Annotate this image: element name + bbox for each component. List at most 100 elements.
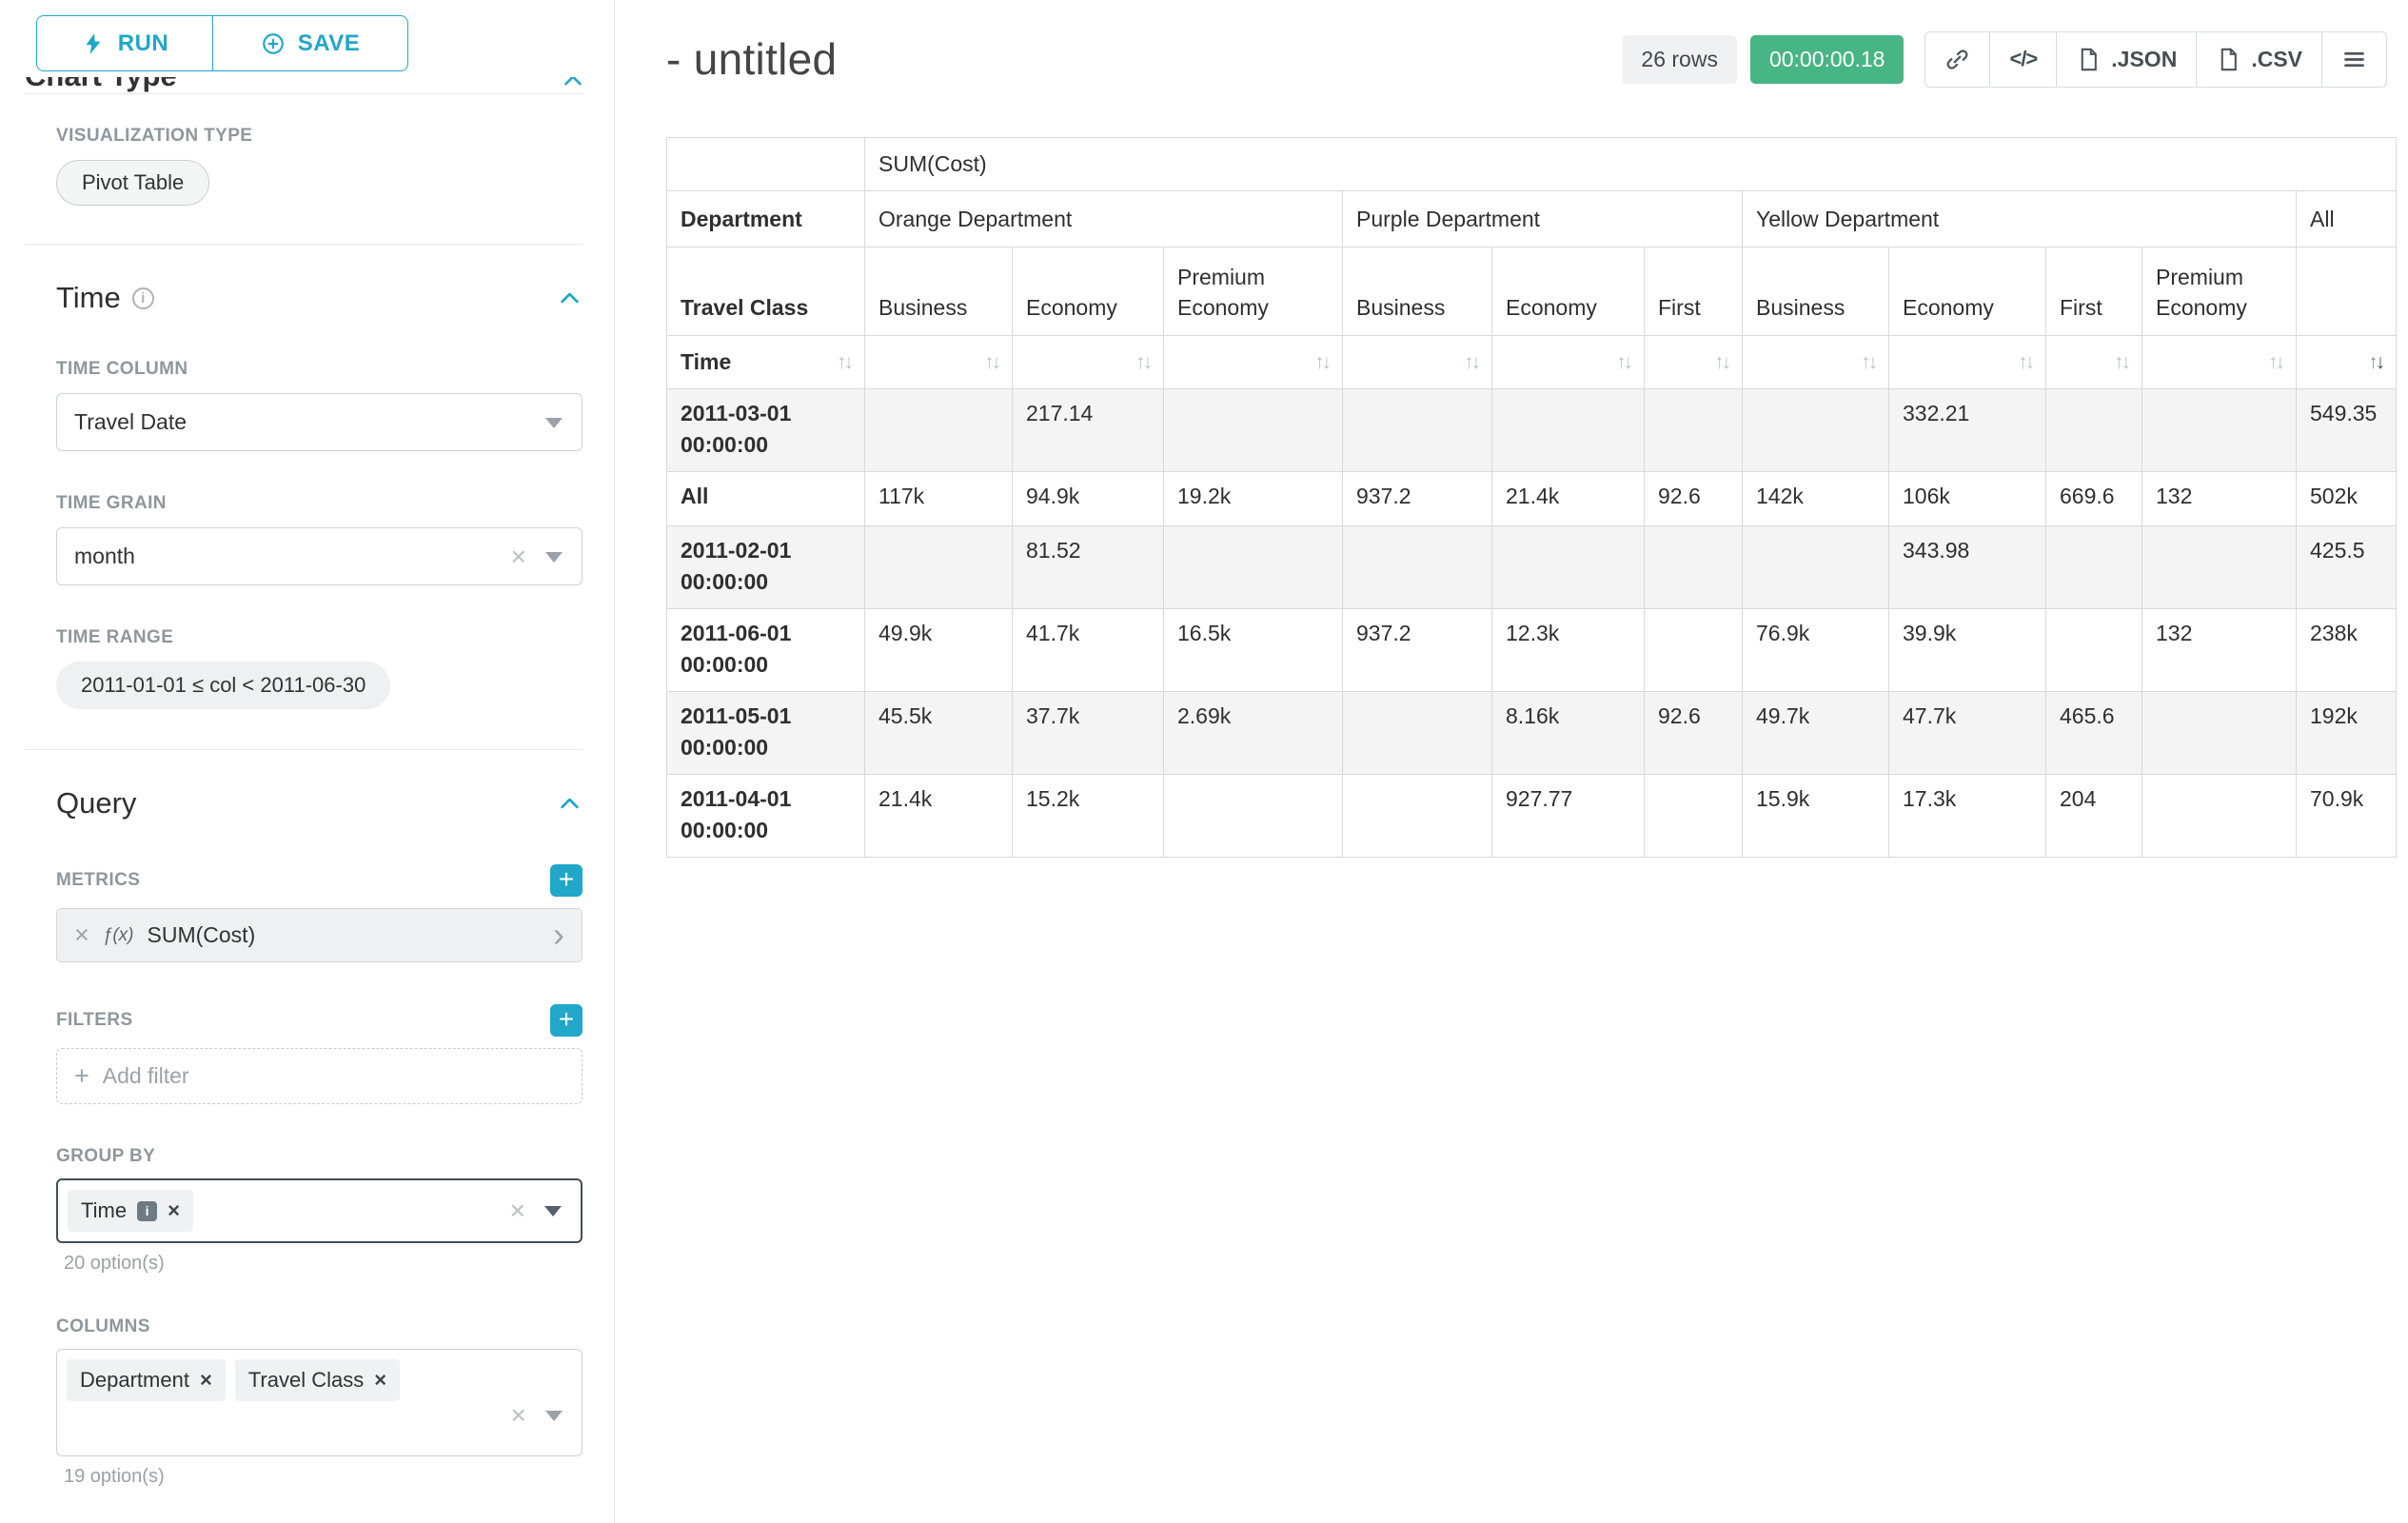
export-csv-label: .CSV: [2251, 46, 2302, 71]
info-icon[interactable]: [137, 1200, 158, 1221]
chevron-up-icon[interactable]: [557, 286, 582, 311]
row-label: All: [666, 471, 865, 526]
row-label: 2011-03-01 00:00:00: [666, 388, 865, 472]
columns-select[interactable]: Department × Travel Class × ×: [56, 1349, 582, 1456]
travel-class-header: First: [2045, 247, 2142, 336]
group-by-label: GROUP BY: [56, 1146, 156, 1166]
pivot-cell: 549.35: [2295, 388, 2398, 472]
pivot-cell: 343.98: [1888, 525, 2046, 609]
sort-icon[interactable]: ↑ ↓: [1861, 350, 1878, 373]
clear-icon[interactable]: ×: [509, 1196, 525, 1225]
sort-icon[interactable]: ↑ ↓: [2018, 350, 2035, 373]
chevron-down-icon[interactable]: [545, 1410, 563, 1421]
pivot-cell: 41.7k: [1012, 608, 1164, 692]
filters-header-row: FILTERS +: [56, 1004, 582, 1037]
table-row: 2011-06-01 00:00:00 49.9k 41.7k 16.5k 93…: [666, 608, 2398, 692]
table-row: 2011-04-01 00:00:00 21.4k 15.2k 927.77 1…: [666, 774, 2398, 858]
add-filter-dropzone[interactable]: + Add filter: [56, 1048, 582, 1104]
save-button[interactable]: SAVE: [212, 15, 408, 71]
sort-icon[interactable]: ↑ ↓: [984, 350, 1001, 373]
clear-icon[interactable]: ×: [510, 1399, 526, 1430]
share-link-button[interactable]: [1924, 30, 1991, 88]
time-grain-select[interactable]: month ×: [56, 527, 582, 585]
sort-icon[interactable]: ↑ ↓: [1616, 350, 1633, 373]
link-icon: [1947, 49, 1968, 69]
visualization-type-label: VISUALIZATION TYPE: [56, 126, 253, 146]
sort-icon[interactable]: ↑ ↓: [1464, 350, 1481, 373]
chevron-down-icon[interactable]: [544, 1206, 562, 1216]
group-by-tag[interactable]: Time ×: [68, 1190, 193, 1232]
metric-name: SUM(Cost): [147, 922, 256, 947]
time-section-title: Time: [56, 281, 121, 314]
sort-icon[interactable]: ↑ ↓: [1714, 350, 1731, 373]
viz-type-pill[interactable]: Pivot Table: [56, 160, 210, 206]
add-metric-button[interactable]: +: [550, 864, 582, 897]
pivot-cell: 238k: [2295, 608, 2398, 692]
time-grain-value: month: [74, 544, 135, 568]
export-json-button[interactable]: .JSON: [2056, 30, 2198, 88]
control-panel: RUN SAVE Chart Type VISUALIZATION TYPE P…: [0, 0, 615, 1523]
columns-tag[interactable]: Travel Class ×: [234, 1359, 401, 1401]
info-icon[interactable]: [131, 287, 154, 309]
pivot-cell: 92.6: [1644, 691, 1743, 775]
metric-header: SUM(Cost): [863, 137, 2398, 191]
pivot-cell: [1163, 774, 1343, 858]
time-column-select[interactable]: Travel Date: [56, 393, 582, 451]
group-by-select[interactable]: Time × ×: [56, 1178, 582, 1243]
chevron-right-icon[interactable]: ›: [553, 915, 564, 955]
pivot-cell: 94.9k: [1012, 471, 1164, 526]
subdimension-header: Travel Class: [666, 247, 865, 336]
pivot-cell: [1342, 525, 1492, 609]
file-icon: [2221, 48, 2238, 70]
chevron-down-icon[interactable]: [545, 551, 563, 563]
sort-icon[interactable]: ↑ ↓: [2114, 350, 2131, 373]
sort-header-row: Time ↑ ↓ ↑ ↓ ↑ ↓ ↑ ↓ ↑ ↓ ↑ ↓ ↑ ↓ ↑ ↓ ↑ ↓ ↑ ↓ ↑ ↓ ↑ ↓: [666, 335, 2398, 389]
chart-title[interactable]: - untitled: [666, 34, 838, 84]
pivot-cell: 204: [2045, 774, 2142, 858]
remove-tag-icon[interactable]: ×: [199, 1368, 212, 1392]
row-count-badge: 26 rows: [1622, 34, 1737, 84]
columns-tag[interactable]: Department ×: [67, 1359, 226, 1401]
remove-tag-icon[interactable]: ×: [374, 1368, 387, 1392]
pivot-cell: 502k: [2295, 471, 2398, 526]
add-filter-button[interactable]: +: [550, 1004, 582, 1037]
department-group-header: Orange Department: [864, 190, 1343, 247]
tag-label: Time: [81, 1198, 128, 1222]
controls-scroll-area: VISUALIZATION TYPE Pivot Table Time TIME…: [0, 93, 614, 1488]
tag-label: Department: [80, 1368, 189, 1392]
travel-class-header: Business: [1342, 247, 1492, 336]
clear-icon[interactable]: ×: [510, 541, 526, 571]
columns-options-hint: 19 option(s): [64, 1466, 165, 1487]
pivot-cell: [2142, 774, 2297, 858]
columns-label: COLUMNS: [56, 1316, 150, 1336]
more-options-button[interactable]: [2321, 30, 2387, 88]
row-label: 2011-06-01 00:00:00: [666, 608, 865, 692]
sort-icon[interactable]: ↑ ↓: [837, 350, 854, 373]
table-row: All 117k 94.9k 19.2k 937.2 21.4k 92.6 14…: [666, 471, 2398, 526]
sort-icon[interactable]: ↑ ↓: [1135, 350, 1153, 373]
view-query-button[interactable]: </>: [1989, 30, 2058, 88]
row-dimension-label: Time: [681, 349, 732, 375]
sort-icon[interactable]: ↑ ↓: [2268, 350, 2285, 373]
pivot-cell: [1644, 608, 1743, 692]
chevron-down-icon[interactable]: [545, 417, 563, 428]
sort-icon-active[interactable]: ↑ ↓: [2368, 350, 2385, 373]
pivot-cell: 669.6: [2045, 471, 2142, 526]
metrics-label: METRICS: [56, 870, 141, 890]
time-range-pill[interactable]: 2011-01-01 ≤ col < 2011-06-30: [56, 662, 391, 709]
pivot-cell: [1342, 388, 1492, 472]
metric-item[interactable]: × ƒ(x) SUM(Cost) ›: [56, 908, 582, 962]
pivot-cell: [864, 525, 1013, 609]
export-csv-button[interactable]: .CSV: [2196, 30, 2322, 88]
remove-metric-icon[interactable]: ×: [74, 920, 89, 949]
pivot-cell: [1342, 691, 1492, 775]
travel-class-header: Economy: [1491, 247, 1645, 336]
sort-icon[interactable]: ↑ ↓: [1314, 350, 1332, 373]
time-range-label: TIME RANGE: [56, 627, 174, 647]
run-button[interactable]: RUN: [36, 15, 213, 71]
table-row: 2011-03-01 00:00:00 217.14 332.21 549.35: [666, 388, 2398, 472]
chevron-up-icon[interactable]: [557, 791, 582, 817]
pivot-cell: 17.3k: [1888, 774, 2046, 858]
remove-tag-icon[interactable]: ×: [168, 1198, 180, 1222]
pivot-cell: 2.69k: [1163, 691, 1343, 775]
